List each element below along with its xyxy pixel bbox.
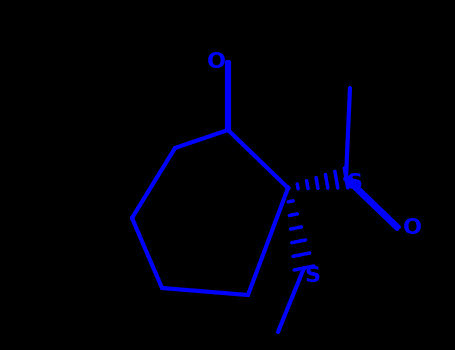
Text: O: O: [403, 218, 421, 238]
Text: S: S: [304, 266, 320, 286]
Text: S: S: [346, 173, 362, 193]
Text: O: O: [207, 52, 226, 72]
